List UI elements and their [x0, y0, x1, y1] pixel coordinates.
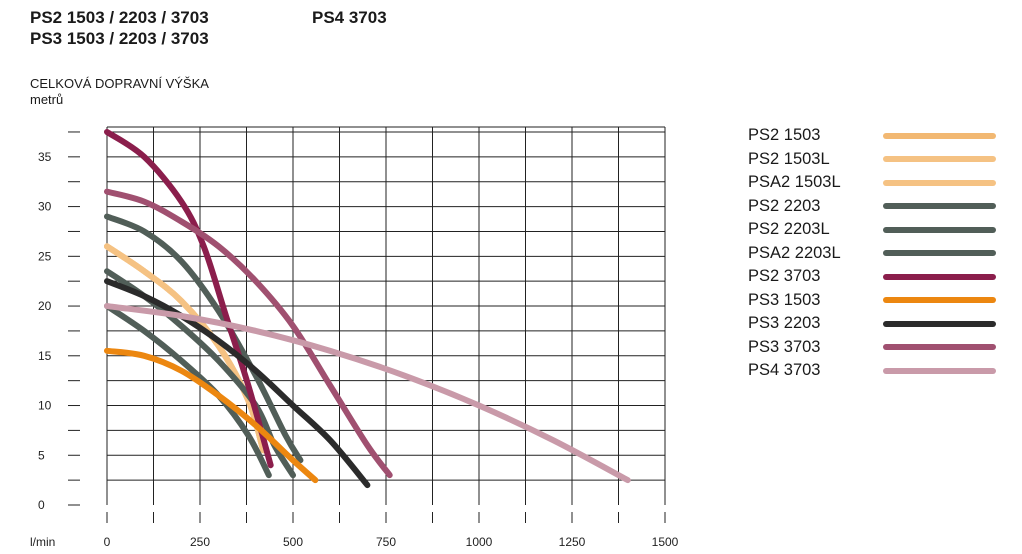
series-line-ps3-1503	[104, 347, 319, 484]
legend-swatch	[883, 132, 996, 139]
legend-entry: PS2 1503L	[748, 148, 996, 172]
legend-swatch	[883, 273, 996, 280]
y-tick-label: 5	[38, 448, 45, 462]
series-line-ps2-3703	[104, 128, 274, 469]
legend-swatch	[883, 297, 996, 304]
series-line-ps3-3703	[104, 188, 393, 479]
legend-entry: PS2 1503	[748, 124, 996, 148]
legend-swatch	[883, 367, 996, 374]
legend-swatch	[883, 226, 996, 233]
y-tick-label: 20	[38, 299, 52, 313]
series-line-ps3-2203	[104, 278, 371, 489]
models-left-line-1: PS2 1503 / 2203 / 3703	[30, 8, 209, 27]
legend-label: PS2 2203	[748, 196, 821, 215]
y-tick-label: 15	[38, 349, 52, 363]
legend-swatch	[883, 156, 996, 163]
x-tick-label: 250	[190, 535, 210, 549]
legend-label: PSA2 2203L	[748, 243, 841, 262]
x-tick-label: 1250	[559, 535, 586, 549]
legend-swatch	[883, 250, 996, 257]
legend-entry: PS2 2203	[748, 195, 996, 219]
legend-swatch	[883, 203, 996, 210]
legend-label: PS2 1503	[748, 126, 821, 145]
x-tick-label: 500	[283, 535, 303, 549]
y-tick-label: 30	[38, 200, 52, 214]
legend-entry: PS3 3703	[748, 336, 996, 360]
y-axis-label-line-2: metrů	[30, 92, 64, 107]
legend-entry: PSA2 1503L	[748, 171, 996, 195]
legend-label: PS3 1503	[748, 290, 821, 309]
legend-label: PS2 1503L	[748, 149, 830, 168]
x-tick-label: 0	[104, 535, 111, 549]
legend-swatch	[883, 320, 996, 327]
legend-entry: PS2 3703	[748, 265, 996, 289]
series-line-ps2-2203	[104, 303, 272, 479]
legend: PS2 1503 PS2 1503L PSA2 1503L PS2 2203 PS2 2…	[748, 124, 996, 383]
x-axis-label: l/min	[30, 535, 55, 549]
legend-entry: PS3 2203	[748, 312, 996, 336]
series-line-psa2-2203l	[104, 213, 304, 464]
legend-label: PSA2 1503L	[748, 173, 841, 192]
legend-swatch	[883, 344, 996, 351]
x-tick-label: 750	[376, 535, 396, 549]
legend-label: PS2 3703	[748, 267, 821, 286]
legend-entry: PS3 1503	[748, 289, 996, 313]
x-tick-label: 1000	[466, 535, 493, 549]
legend-entry: PS2 2203L	[748, 218, 996, 242]
y-axis-label-line-1: CELKOVÁ DOPRAVNÍ VÝŠKA	[30, 76, 209, 91]
legend-entry: PS4 3703	[748, 359, 996, 383]
legend-label: PS2 2203L	[748, 220, 830, 239]
y-tick-label: 10	[38, 399, 52, 413]
x-tick-label: 1500	[652, 535, 679, 549]
series-line-ps4-3703	[104, 303, 631, 484]
y-tick-label: 35	[38, 150, 52, 164]
legend-label: PS3 2203	[748, 314, 821, 333]
models-right: PS4 3703	[312, 8, 387, 27]
legend-label: PS4 3703	[748, 361, 821, 380]
legend-label: PS3 3703	[748, 337, 821, 356]
legend-swatch	[883, 179, 996, 186]
y-tick-label: 0	[38, 498, 45, 512]
models-left-line-2: PS3 1503 / 2203 / 3703	[30, 29, 209, 48]
y-tick-label: 25	[38, 249, 52, 263]
legend-entry: PSA2 2203L	[748, 242, 996, 266]
